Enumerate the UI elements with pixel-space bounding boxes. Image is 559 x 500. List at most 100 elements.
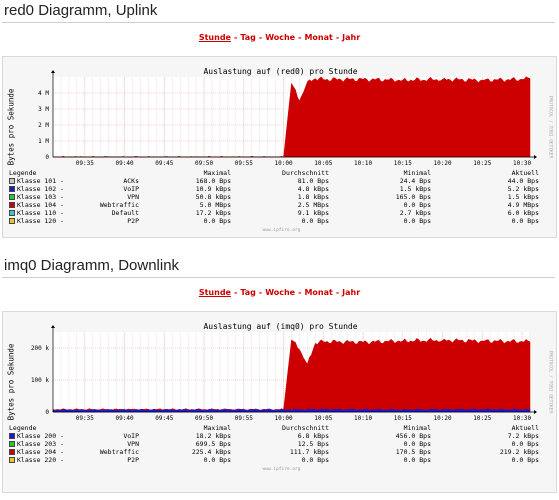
- x-tick-label: 10:20: [434, 415, 452, 422]
- y-axis-arrow: [51, 70, 55, 73]
- legend-header-min: Minimal: [403, 424, 431, 432]
- y-tick-label: 4 M: [38, 90, 49, 97]
- legend-header-label: Legende: [9, 169, 37, 177]
- uplink-side-note: PROTOCOL / TOBI OETIKER: [547, 95, 553, 159]
- legend-name-value: Webtraffic: [99, 201, 139, 209]
- downlink-y-axis-label: Bytes pro Sekunde: [6, 343, 16, 421]
- legend-name-value: P2P: [127, 217, 139, 225]
- uplink-range-nav: Stunde - Tag - Woche - Monat - Jahr: [0, 33, 559, 42]
- legend-color-swatch: [9, 457, 15, 463]
- legend-name-value: VoIP: [123, 185, 139, 193]
- x-tick-label: 10:15: [394, 160, 412, 167]
- legend-name-value: Webtraffic: [99, 448, 139, 456]
- legend-color-swatch: [9, 186, 15, 192]
- range-link-day[interactable]: Tag: [240, 33, 256, 42]
- legend-color-swatch: [9, 210, 15, 216]
- x-tick-label: 09:35: [76, 160, 94, 167]
- range-link-day[interactable]: Tag: [240, 288, 256, 297]
- range-link-week[interactable]: Woche: [265, 33, 296, 42]
- x-tick-label: 09:35: [76, 415, 94, 422]
- x-tick-label: 10:05: [314, 160, 332, 167]
- legend-max-value: 0.0 Bps: [203, 217, 231, 225]
- uplink-section-title: red0 Diagramm, Uplink: [4, 2, 158, 19]
- legend-header-max: Maximal: [203, 424, 231, 432]
- legend-avg-value: 6.8 kBps: [297, 432, 329, 440]
- legend-header-avg: Durchschnitt: [282, 169, 329, 177]
- legend-avg-value: 9.1 kBps: [297, 209, 329, 217]
- legend-min-value: 170.5 Bps: [395, 448, 431, 456]
- legend-name-value: VPN: [127, 440, 139, 448]
- legend-class-label: Klasse 103 -: [9, 193, 64, 201]
- range-link-hour[interactable]: Stunde: [198, 288, 231, 297]
- downlink-side-note: PROTOCOL / TOBI OETIKER: [547, 350, 553, 414]
- x-tick-label: 10:10: [354, 160, 372, 167]
- legend-color-swatch: [9, 441, 15, 447]
- legend-class-label: Klasse 203 -: [9, 440, 64, 448]
- x-tick-label: 10:15: [394, 415, 412, 422]
- legend-name-value: VoIP: [123, 432, 139, 440]
- x-tick-label: 09:45: [155, 160, 173, 167]
- legend-avg-value: 0.0 Bps: [301, 217, 329, 225]
- legend-class-label: Klasse 220 -: [9, 456, 64, 464]
- x-tick-label: 09:40: [116, 415, 134, 422]
- uplink-section: red0 Diagramm, Uplink Stunde - Tag - Woche - M…: [0, 0, 559, 248]
- legend-row: Klasse 101 - ACKs 168.0 Bps 81.0 Bps 24.4 Bp…: [9, 177, 554, 185]
- downlink-plot: 0 100 k 200 k 09:35 09:40 09:45 09:50 09:55 10:0…: [31, 325, 537, 422]
- x-tick-label: 09:45: [155, 415, 173, 422]
- legend-cur-value: 4.9 MBps: [507, 201, 539, 209]
- legend-name-value: Default: [111, 209, 139, 217]
- range-link-year[interactable]: Jahr: [342, 288, 361, 297]
- legend-max-value: 225.4 kBps: [191, 448, 231, 456]
- nav-separator: -: [335, 288, 340, 297]
- uplink-plot: 0 1 M 2 M 3 M 4 M 09:35 09:40 09:45 09:50 09:55 10…: [38, 70, 537, 167]
- legend-max-value: 50.8 kBps: [195, 193, 231, 201]
- legend-min-value: 0.0 Bps: [403, 456, 431, 464]
- legend-class-label: Klasse 101 -: [9, 177, 64, 185]
- y-tick-label: 200 k: [31, 345, 49, 352]
- y-axis-arrow: [51, 325, 55, 328]
- legend-class-label: Klasse 110 -: [9, 209, 64, 217]
- x-tick-label: 09:40: [116, 160, 134, 167]
- nav-separator: -: [335, 33, 340, 42]
- uplink-graph-title: Auslastung auf (red0) pro Stunde: [203, 67, 358, 76]
- section-divider: [2, 22, 555, 23]
- legend-class-text: Klasse 200 -: [17, 432, 64, 440]
- legend-min-value: 2.7 kBps: [399, 209, 431, 217]
- x-tick-label: 10:05: [314, 415, 332, 422]
- legend-row: Klasse 200 - VoIP 18.2 kBps 6.8 kBps 456.0 B…: [9, 432, 554, 440]
- legend-color-swatch: [9, 202, 15, 208]
- x-tick-label: 10:25: [473, 160, 491, 167]
- nav-separator: -: [298, 288, 302, 297]
- downlink-section: imq0 Diagramm, Downlink Stunde - Tag - Woche…: [0, 255, 559, 500]
- nav-separator: -: [258, 288, 263, 297]
- legend-cur-value: 6.0 kBps: [507, 209, 539, 217]
- legend-cur-value: 0.0 Bps: [511, 217, 539, 225]
- downlink-legend: Legende Maximal Durchschnitt Minimal Aktuell…: [9, 424, 554, 472]
- range-link-week[interactable]: Woche: [265, 288, 296, 297]
- downlink-graph-title: Auslastung auf (imq0) pro Stunde: [203, 322, 358, 331]
- x-tick-label: 10:00: [275, 415, 293, 422]
- legend-avg-value: 0.0 Bps: [301, 456, 329, 464]
- x-tick-label: 09:50: [195, 415, 213, 422]
- legend-class-text: Klasse 101 -: [17, 177, 64, 185]
- range-link-month[interactable]: Monat: [304, 33, 333, 42]
- legend-min-value: 0.0 Bps: [403, 201, 431, 209]
- range-link-hour[interactable]: Stunde: [198, 33, 231, 42]
- legend-header-min: Minimal: [403, 169, 431, 177]
- y-tick-label: 100 k: [31, 377, 49, 384]
- x-tick-label: 10:30: [513, 415, 531, 422]
- series-area: [52, 337, 531, 413]
- x-tick-label: 09:55: [235, 160, 253, 167]
- x-tick-label: 10:20: [434, 160, 452, 167]
- x-tick-label: 09:55: [235, 415, 253, 422]
- legend-class-label: Klasse 204 -: [9, 448, 64, 456]
- range-link-month[interactable]: Monat: [304, 288, 333, 297]
- legend-row: Klasse 102 - VoIP 10.9 kBps 4.8 kBps 1.5 kBp…: [9, 185, 554, 193]
- y-tick-label: 0: [45, 409, 49, 416]
- legend-color-swatch: [9, 449, 15, 455]
- range-link-year[interactable]: Jahr: [342, 33, 361, 42]
- legend-cur-value: 44.0 Bps: [507, 177, 539, 185]
- legend-cur-value: 219.2 kBps: [499, 448, 539, 456]
- x-tick-label: 09:50: [195, 160, 213, 167]
- legend-avg-value: 111.7 kBps: [289, 448, 329, 456]
